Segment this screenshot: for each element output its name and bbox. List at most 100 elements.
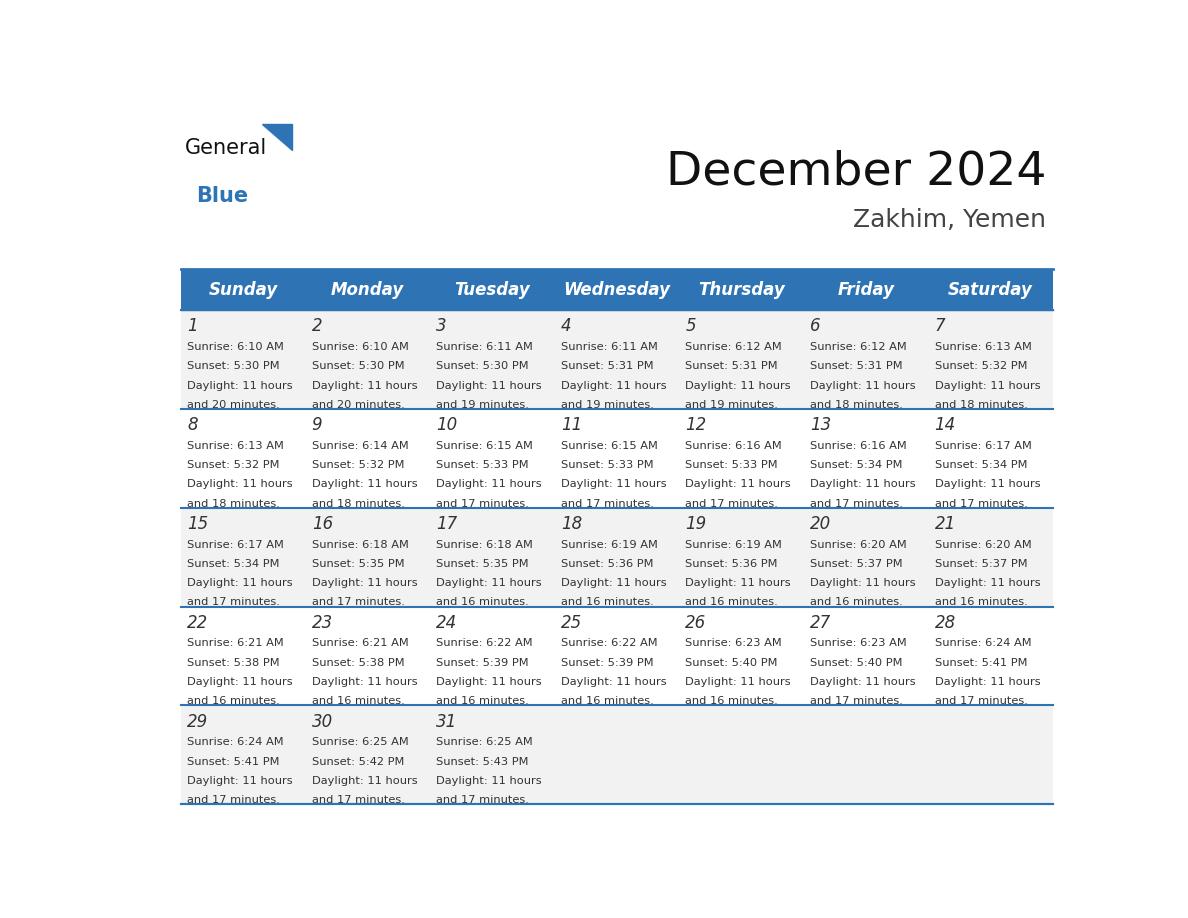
Text: Sunrise: 6:20 AM: Sunrise: 6:20 AM	[935, 540, 1031, 550]
Text: and 17 minutes.: and 17 minutes.	[311, 598, 405, 608]
Text: Blue: Blue	[196, 185, 248, 206]
Text: and 19 minutes.: and 19 minutes.	[561, 400, 653, 409]
Text: 11: 11	[561, 416, 582, 434]
Text: and 17 minutes.: and 17 minutes.	[810, 696, 903, 706]
Text: 27: 27	[810, 614, 832, 632]
Bar	[928, 269, 1053, 310]
Text: Daylight: 11 hours: Daylight: 11 hours	[810, 479, 916, 489]
Text: Daylight: 11 hours: Daylight: 11 hours	[436, 479, 542, 489]
Polygon shape	[261, 124, 292, 151]
Text: Sunrise: 6:17 AM: Sunrise: 6:17 AM	[188, 540, 284, 550]
Text: Sunrise: 6:13 AM: Sunrise: 6:13 AM	[935, 342, 1031, 352]
Text: Daylight: 11 hours: Daylight: 11 hours	[561, 677, 666, 687]
Text: Sunset: 5:32 PM: Sunset: 5:32 PM	[311, 460, 404, 470]
Text: Daylight: 11 hours: Daylight: 11 hours	[436, 677, 542, 687]
Text: Sunset: 5:40 PM: Sunset: 5:40 PM	[810, 657, 903, 667]
Text: Sunset: 5:35 PM: Sunset: 5:35 PM	[436, 559, 529, 569]
Text: Sunset: 5:30 PM: Sunset: 5:30 PM	[311, 362, 404, 371]
Text: Daylight: 11 hours: Daylight: 11 hours	[935, 578, 1041, 588]
Text: Daylight: 11 hours: Daylight: 11 hours	[685, 677, 791, 687]
Text: Sunrise: 6:23 AM: Sunrise: 6:23 AM	[685, 638, 782, 648]
Text: Thursday: Thursday	[697, 281, 784, 298]
Bar	[803, 269, 928, 310]
Text: General: General	[185, 138, 267, 158]
Text: Sunrise: 6:18 AM: Sunrise: 6:18 AM	[311, 540, 409, 550]
Text: Daylight: 11 hours: Daylight: 11 hours	[311, 677, 417, 687]
Text: Sunrise: 6:24 AM: Sunrise: 6:24 AM	[935, 638, 1031, 648]
Bar	[305, 269, 430, 310]
Text: Sunset: 5:36 PM: Sunset: 5:36 PM	[561, 559, 653, 569]
Text: Daylight: 11 hours: Daylight: 11 hours	[561, 381, 666, 390]
Text: 13: 13	[810, 416, 832, 434]
Text: Sunrise: 6:12 AM: Sunrise: 6:12 AM	[685, 342, 782, 352]
Text: Sunset: 5:40 PM: Sunset: 5:40 PM	[685, 657, 778, 667]
Text: Sunset: 5:30 PM: Sunset: 5:30 PM	[188, 362, 280, 371]
Text: and 16 minutes.: and 16 minutes.	[436, 696, 529, 706]
Text: Sunrise: 6:19 AM: Sunrise: 6:19 AM	[561, 540, 658, 550]
Text: 12: 12	[685, 416, 707, 434]
Text: Wednesday: Wednesday	[563, 281, 670, 298]
Text: 14: 14	[935, 416, 956, 434]
Text: and 16 minutes.: and 16 minutes.	[810, 598, 903, 608]
Text: 28: 28	[935, 614, 956, 632]
Text: Daylight: 11 hours: Daylight: 11 hours	[311, 776, 417, 786]
Text: Sunset: 5:31 PM: Sunset: 5:31 PM	[561, 362, 653, 371]
Text: Sunrise: 6:23 AM: Sunrise: 6:23 AM	[810, 638, 906, 648]
Text: Sunset: 5:34 PM: Sunset: 5:34 PM	[935, 460, 1026, 470]
Text: and 17 minutes.: and 17 minutes.	[188, 598, 280, 608]
Text: Sunrise: 6:10 AM: Sunrise: 6:10 AM	[188, 342, 284, 352]
Text: 2: 2	[311, 318, 322, 335]
Text: 31: 31	[436, 712, 457, 731]
Text: Zakhim, Yemen: Zakhim, Yemen	[853, 207, 1047, 231]
Text: 24: 24	[436, 614, 457, 632]
Text: Daylight: 11 hours: Daylight: 11 hours	[436, 381, 542, 390]
Bar	[181, 269, 305, 310]
Text: Sunrise: 6:15 AM: Sunrise: 6:15 AM	[561, 441, 658, 451]
Text: and 16 minutes.: and 16 minutes.	[685, 696, 778, 706]
Text: 3: 3	[436, 318, 447, 335]
Text: 7: 7	[935, 318, 946, 335]
Text: Daylight: 11 hours: Daylight: 11 hours	[436, 578, 542, 588]
Text: Sunset: 5:34 PM: Sunset: 5:34 PM	[188, 559, 279, 569]
Bar	[430, 269, 555, 310]
Text: Sunset: 5:43 PM: Sunset: 5:43 PM	[436, 756, 529, 767]
Text: 29: 29	[188, 712, 208, 731]
Text: and 16 minutes.: and 16 minutes.	[685, 598, 778, 608]
Text: Sunset: 5:31 PM: Sunset: 5:31 PM	[685, 362, 778, 371]
Bar	[555, 269, 680, 310]
Text: Friday: Friday	[838, 281, 895, 298]
Text: Sunrise: 6:24 AM: Sunrise: 6:24 AM	[188, 737, 284, 747]
Text: and 16 minutes.: and 16 minutes.	[436, 598, 529, 608]
Text: Sunset: 5:41 PM: Sunset: 5:41 PM	[188, 756, 279, 767]
Text: Daylight: 11 hours: Daylight: 11 hours	[188, 578, 292, 588]
Text: and 20 minutes.: and 20 minutes.	[311, 400, 404, 409]
Text: and 16 minutes.: and 16 minutes.	[311, 696, 404, 706]
Text: Sunrise: 6:12 AM: Sunrise: 6:12 AM	[810, 342, 906, 352]
Text: Daylight: 11 hours: Daylight: 11 hours	[188, 479, 292, 489]
Text: and 17 minutes.: and 17 minutes.	[935, 696, 1028, 706]
Text: Sunset: 5:32 PM: Sunset: 5:32 PM	[188, 460, 279, 470]
Text: Daylight: 11 hours: Daylight: 11 hours	[685, 578, 791, 588]
Text: Daylight: 11 hours: Daylight: 11 hours	[188, 677, 292, 687]
Text: and 17 minutes.: and 17 minutes.	[935, 498, 1028, 509]
Text: Sunday: Sunday	[208, 281, 278, 298]
Text: Daylight: 11 hours: Daylight: 11 hours	[311, 479, 417, 489]
Bar	[181, 409, 1053, 508]
Text: Daylight: 11 hours: Daylight: 11 hours	[561, 578, 666, 588]
Text: and 16 minutes.: and 16 minutes.	[935, 598, 1028, 608]
Text: 22: 22	[188, 614, 208, 632]
Text: Sunrise: 6:17 AM: Sunrise: 6:17 AM	[935, 441, 1031, 451]
Text: Sunset: 5:39 PM: Sunset: 5:39 PM	[436, 657, 529, 667]
Text: 25: 25	[561, 614, 582, 632]
Text: and 20 minutes.: and 20 minutes.	[188, 400, 280, 409]
Text: Sunrise: 6:13 AM: Sunrise: 6:13 AM	[188, 441, 284, 451]
Text: 23: 23	[311, 614, 333, 632]
Text: Sunset: 5:37 PM: Sunset: 5:37 PM	[810, 559, 903, 569]
Text: Sunrise: 6:22 AM: Sunrise: 6:22 AM	[561, 638, 657, 648]
Text: Sunset: 5:37 PM: Sunset: 5:37 PM	[935, 559, 1028, 569]
Text: Daylight: 11 hours: Daylight: 11 hours	[188, 381, 292, 390]
Text: Daylight: 11 hours: Daylight: 11 hours	[436, 776, 542, 786]
Text: Daylight: 11 hours: Daylight: 11 hours	[935, 677, 1041, 687]
Text: 5: 5	[685, 318, 696, 335]
Text: Sunset: 5:31 PM: Sunset: 5:31 PM	[810, 362, 903, 371]
